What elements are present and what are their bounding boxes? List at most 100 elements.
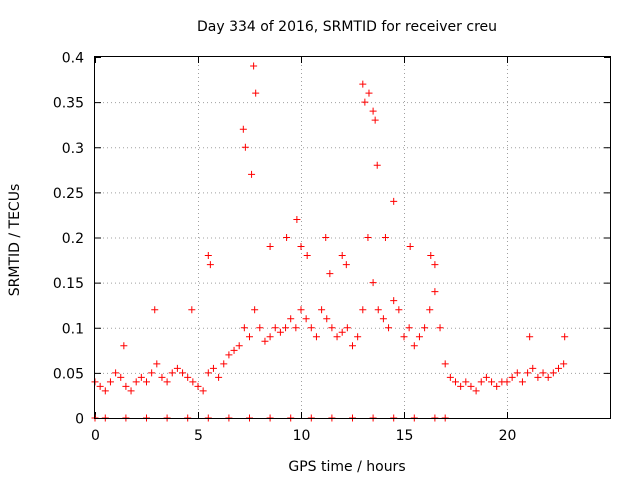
y-tick-label: 0.4 xyxy=(62,51,84,67)
data-point xyxy=(457,382,465,390)
data-point xyxy=(225,351,233,359)
data-point xyxy=(421,324,429,332)
data-point xyxy=(343,324,351,332)
data-point xyxy=(561,333,569,341)
data-point xyxy=(127,387,135,395)
data-point xyxy=(462,378,470,386)
grid-lines xyxy=(95,57,610,418)
data-point xyxy=(241,143,249,151)
data-point xyxy=(529,364,537,372)
data-point xyxy=(163,378,171,386)
data-point xyxy=(322,234,330,241)
data-point xyxy=(436,324,444,332)
data-point xyxy=(518,378,526,386)
data-point xyxy=(526,333,534,341)
data-point xyxy=(544,373,552,381)
x-axis-label: GPS time / hours xyxy=(288,459,405,475)
data-point xyxy=(266,333,274,341)
data-point xyxy=(194,382,202,390)
data-point xyxy=(508,373,516,381)
data-point xyxy=(371,116,379,124)
data-point xyxy=(240,324,248,332)
data-point xyxy=(101,387,109,395)
data-point xyxy=(158,373,166,381)
data-point xyxy=(446,373,454,381)
x-tick-label: 20 xyxy=(499,428,517,444)
data-point xyxy=(431,261,439,269)
data-point xyxy=(173,364,181,372)
axis-ticks: 0 0.05 0.1 0.15 0.2 0.25 0.3 0.35 0.4 0 5 10 15 20 xyxy=(53,51,610,444)
data-point xyxy=(338,252,346,260)
data-point xyxy=(342,261,350,269)
data-point xyxy=(513,369,521,377)
data-point xyxy=(369,107,377,115)
data-point xyxy=(359,80,367,88)
data-point xyxy=(230,346,238,354)
chart-title: Day 334 of 2016, SRMTID for receiver cre… xyxy=(197,19,497,35)
data-point xyxy=(271,324,279,332)
data-point xyxy=(297,243,305,251)
data-point xyxy=(333,333,341,341)
data-point xyxy=(266,243,274,251)
data-point xyxy=(364,234,372,241)
data-point xyxy=(323,315,331,323)
data-point xyxy=(431,288,439,296)
data-point xyxy=(248,170,256,178)
data-point xyxy=(168,369,176,377)
data-point xyxy=(252,89,260,97)
data-point xyxy=(239,125,247,133)
data-point xyxy=(385,324,393,332)
data-point xyxy=(297,306,305,314)
data-point xyxy=(235,342,243,350)
data-point xyxy=(246,333,253,341)
data-point xyxy=(373,161,381,169)
x-tick-label: 0 xyxy=(91,428,100,444)
data-point xyxy=(256,324,264,332)
x-tick-label: 15 xyxy=(396,428,414,444)
data-point xyxy=(106,378,114,386)
y-tick-label: 0.1 xyxy=(62,321,84,337)
data-point xyxy=(410,342,418,350)
data-point xyxy=(390,197,398,205)
data-point xyxy=(120,342,128,350)
y-tick-label: 0.35 xyxy=(53,96,84,112)
data-point xyxy=(307,324,315,332)
data-point xyxy=(539,369,547,377)
data-point xyxy=(117,373,125,381)
data-point xyxy=(148,369,156,377)
data-point xyxy=(206,261,214,269)
data-point xyxy=(293,215,301,223)
data-point xyxy=(395,306,403,314)
data-point xyxy=(365,89,373,97)
data-point xyxy=(283,234,291,241)
data-point xyxy=(209,364,217,372)
plot-frame xyxy=(94,56,611,419)
data-point xyxy=(328,324,336,332)
data-point xyxy=(354,333,362,341)
data-point xyxy=(379,315,387,323)
data-point xyxy=(477,378,485,386)
data-point xyxy=(302,315,310,323)
data-point xyxy=(467,382,475,390)
data-point xyxy=(406,243,414,251)
y-tick-label: 0.25 xyxy=(53,186,84,202)
data-point xyxy=(251,306,259,314)
data-point xyxy=(112,369,120,377)
data-point xyxy=(204,252,212,260)
data-point xyxy=(555,364,562,372)
data-point xyxy=(96,382,104,390)
data-point xyxy=(179,369,187,377)
data-point xyxy=(488,378,496,386)
data-point xyxy=(184,373,192,381)
data-point xyxy=(199,387,207,395)
data-point xyxy=(215,373,223,381)
data-point xyxy=(151,306,159,314)
data-point xyxy=(318,306,326,314)
data-point xyxy=(326,270,334,278)
y-tick-label: 0.05 xyxy=(53,366,84,382)
data-point xyxy=(261,337,269,345)
data-point xyxy=(204,369,212,377)
data-point xyxy=(415,333,423,341)
data-point xyxy=(374,306,382,314)
